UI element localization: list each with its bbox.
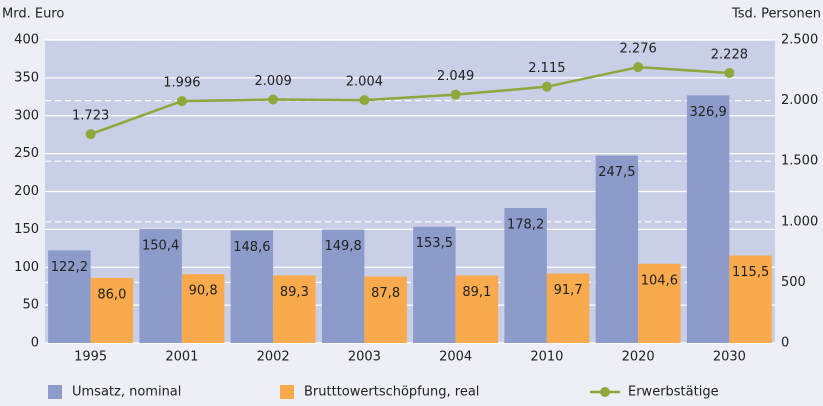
y-tick-label: 400 (14, 33, 39, 48)
line-point (633, 62, 644, 73)
data-label: 1.996 (163, 76, 200, 91)
bar (230, 230, 274, 343)
data-label: 2.115 (528, 61, 565, 76)
data-label: 178,2 (507, 218, 544, 233)
data-label: 122,2 (51, 260, 88, 275)
data-label: 149,8 (325, 239, 362, 254)
bar (595, 155, 639, 343)
y-tick-label: 300 (14, 108, 39, 123)
legend-label: Brutttowertschöpfung, real (304, 385, 479, 400)
data-label: 90,8 (189, 284, 218, 299)
line-point (85, 129, 96, 140)
x-tick-label: 2010 (530, 350, 563, 365)
x-tick-label: 1995 (74, 350, 107, 365)
data-label: 1.723 (72, 109, 109, 124)
bar (638, 263, 681, 343)
bar (90, 277, 134, 343)
x-tick-label: 2003 (348, 350, 381, 365)
data-label: 86,0 (97, 287, 126, 302)
data-label: 104,6 (641, 273, 678, 288)
data-label: 2.049 (437, 69, 474, 84)
bar (546, 273, 590, 343)
legend-marker (600, 387, 610, 397)
line-point (268, 94, 279, 105)
legend-swatch (280, 385, 294, 399)
y-tick-label: 200 (14, 184, 39, 199)
line (90, 65, 730, 136)
data-label: 326,9 (690, 105, 727, 120)
y2-tick-label: 0 (781, 336, 789, 351)
bar (139, 229, 182, 343)
data-label: 2.009 (255, 74, 292, 89)
bar (181, 274, 225, 343)
line-point (359, 95, 370, 106)
data-label: 2.276 (620, 42, 657, 57)
y-tick-label: 50 (22, 298, 39, 313)
y-tick-label: 0 (31, 336, 39, 351)
y2-tick-label: 500 (781, 275, 806, 290)
data-label: 247,5 (598, 165, 635, 180)
data-label: 153,5 (416, 236, 453, 251)
legend-label: Umsatz, nominal (72, 385, 181, 400)
x-tick-label: 2020 (622, 350, 655, 365)
data-label: 2.228 (711, 47, 748, 62)
data-label: 148,6 (233, 240, 270, 255)
y-axis-title: Mrd. Euro (2, 7, 64, 22)
y2-tick-label: 2.000 (781, 93, 818, 108)
data-label: 115,5 (732, 265, 769, 280)
legend-swatch (48, 385, 62, 399)
bar (413, 226, 456, 343)
x-tick-label: 2030 (713, 350, 746, 365)
bar (455, 275, 499, 343)
y-tick-label: 350 (14, 70, 39, 85)
bar (364, 276, 407, 343)
bar (273, 275, 316, 343)
line-point (176, 96, 187, 107)
data-label: 150,4 (142, 239, 179, 254)
bar (321, 229, 365, 343)
line-point (541, 81, 552, 92)
legend-label: Erwerbstätige (628, 385, 719, 400)
data-label: 91,7 (554, 283, 583, 298)
line-point (450, 89, 461, 100)
y2-tick-label: 2.500 (781, 33, 818, 48)
line-point (724, 67, 735, 78)
data-label: 2.004 (346, 75, 383, 90)
y2-axis-title: Tsd. Personen (731, 7, 821, 22)
x-tick-label: 2002 (257, 350, 290, 365)
data-label: 89,1 (462, 285, 491, 300)
y-tick-label: 100 (14, 260, 39, 275)
data-label: 89,3 (280, 285, 309, 300)
data-label: 87,8 (371, 286, 400, 301)
y2-tick-label: 1.500 (781, 154, 818, 169)
bar (504, 208, 547, 343)
x-tick-label: 2004 (439, 350, 472, 365)
y-tick-label: 150 (14, 222, 39, 237)
bar (729, 255, 772, 343)
y2-tick-label: 1.000 (781, 214, 818, 229)
y-tick-label: 250 (14, 146, 39, 161)
bar (48, 250, 91, 343)
x-tick-label: 2001 (165, 350, 198, 365)
bar (686, 95, 730, 343)
